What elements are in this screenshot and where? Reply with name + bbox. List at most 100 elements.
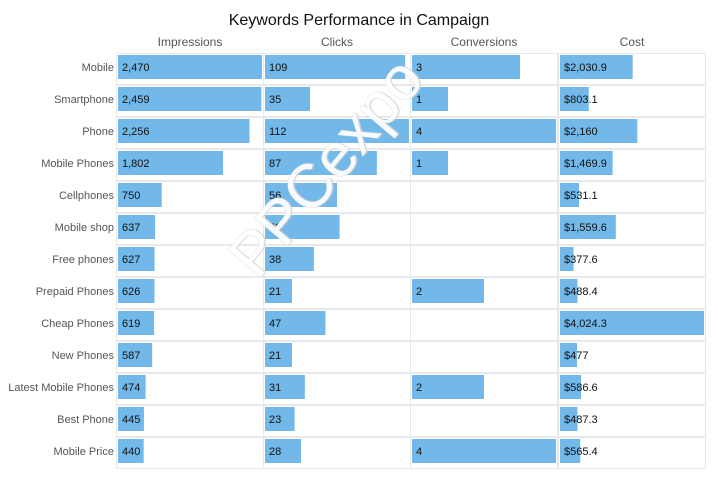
bar — [265, 119, 409, 143]
grid-cell — [410, 85, 558, 117]
data-label: 627 — [122, 254, 140, 266]
data-label: $586.6 — [564, 382, 598, 394]
category-label: New Phones — [52, 350, 115, 362]
bar — [412, 151, 448, 175]
data-label: $565.4 — [564, 446, 598, 458]
data-label: 474 — [122, 382, 140, 394]
grid-cell — [410, 341, 558, 373]
bar — [265, 55, 406, 79]
bar — [118, 375, 146, 399]
bar — [560, 279, 578, 303]
data-label: 2,459 — [122, 94, 150, 106]
data-label: 440 — [122, 446, 140, 458]
grid-cell — [558, 373, 706, 405]
bar — [560, 407, 578, 431]
bar — [560, 439, 581, 463]
bar — [560, 215, 616, 239]
bar — [265, 407, 295, 431]
category-label: Free phones — [52, 254, 114, 266]
data-label: $2,160 — [564, 126, 598, 138]
grid-cell — [410, 149, 558, 181]
bar — [560, 311, 704, 335]
data-label: $1,469.9 — [564, 158, 607, 170]
data-label: 4 — [416, 126, 422, 138]
data-label: $803.1 — [564, 94, 598, 106]
data-label: $2,030.9 — [564, 62, 607, 74]
data-label: 1 — [416, 158, 422, 170]
bar — [560, 151, 613, 175]
category-label: Best Phone — [57, 414, 114, 426]
grid-cell — [558, 437, 706, 469]
bar — [560, 247, 574, 271]
bar — [118, 439, 144, 463]
data-label: 1 — [416, 94, 422, 106]
data-label: 23 — [269, 414, 281, 426]
data-label: 750 — [122, 190, 140, 202]
data-label: $531.1 — [564, 190, 598, 202]
bar — [265, 311, 326, 335]
bar — [265, 343, 292, 367]
data-label: 87 — [269, 158, 281, 170]
category-label: Phone — [82, 126, 114, 138]
bar — [412, 119, 556, 143]
bar — [118, 247, 155, 271]
bar — [412, 439, 556, 463]
bar — [118, 279, 155, 303]
data-label: 2 — [416, 286, 422, 298]
bar — [265, 279, 292, 303]
grid-cell — [558, 149, 706, 181]
grid-cell — [558, 181, 706, 213]
bar — [560, 375, 581, 399]
bar — [118, 183, 162, 207]
data-label: 3 — [416, 62, 422, 74]
series-header: Cost — [620, 35, 645, 49]
data-label: 21 — [269, 350, 281, 362]
data-label: $1,559.6 — [564, 222, 607, 234]
data-label: 637 — [122, 222, 140, 234]
bar — [560, 55, 633, 79]
grid-cell — [558, 213, 706, 245]
data-label: 31 — [269, 382, 281, 394]
data-label: 112 — [269, 126, 287, 138]
bar — [118, 407, 144, 431]
bar — [265, 151, 377, 175]
data-label: 58 — [269, 222, 281, 234]
bar — [118, 55, 262, 79]
data-label: 38 — [269, 254, 281, 266]
bar — [118, 151, 224, 175]
bar — [412, 375, 484, 399]
grid-cell — [558, 53, 706, 85]
bar — [560, 87, 589, 111]
grid-cell — [410, 117, 558, 149]
bar — [265, 87, 310, 111]
data-label: 35 — [269, 94, 281, 106]
series-header: Conversions — [451, 35, 518, 49]
bar — [265, 183, 337, 207]
data-label: 4 — [416, 446, 422, 458]
chart-title: Keywords Performance in Campaign — [228, 12, 490, 29]
bar — [412, 279, 484, 303]
category-label: Mobile Phones — [41, 158, 114, 170]
data-label: 626 — [122, 286, 140, 298]
data-label: 445 — [122, 414, 140, 426]
data-label: 28 — [269, 446, 281, 458]
series-header: Clicks — [321, 35, 353, 49]
grid-cell — [410, 405, 558, 437]
series-header: Impressions — [158, 35, 223, 49]
bar — [412, 55, 520, 79]
bar — [118, 311, 155, 335]
bar — [560, 343, 578, 367]
bar — [412, 87, 448, 111]
bar — [118, 87, 262, 111]
category-label: Mobile shop — [55, 222, 114, 234]
data-label: $477 — [564, 350, 588, 362]
grid-cell — [410, 437, 558, 469]
grid-cell — [558, 277, 706, 309]
bar — [560, 119, 638, 143]
data-label: 56 — [269, 190, 281, 202]
bar — [560, 183, 580, 207]
grid-cell — [410, 245, 558, 277]
grid-cell — [410, 53, 558, 85]
